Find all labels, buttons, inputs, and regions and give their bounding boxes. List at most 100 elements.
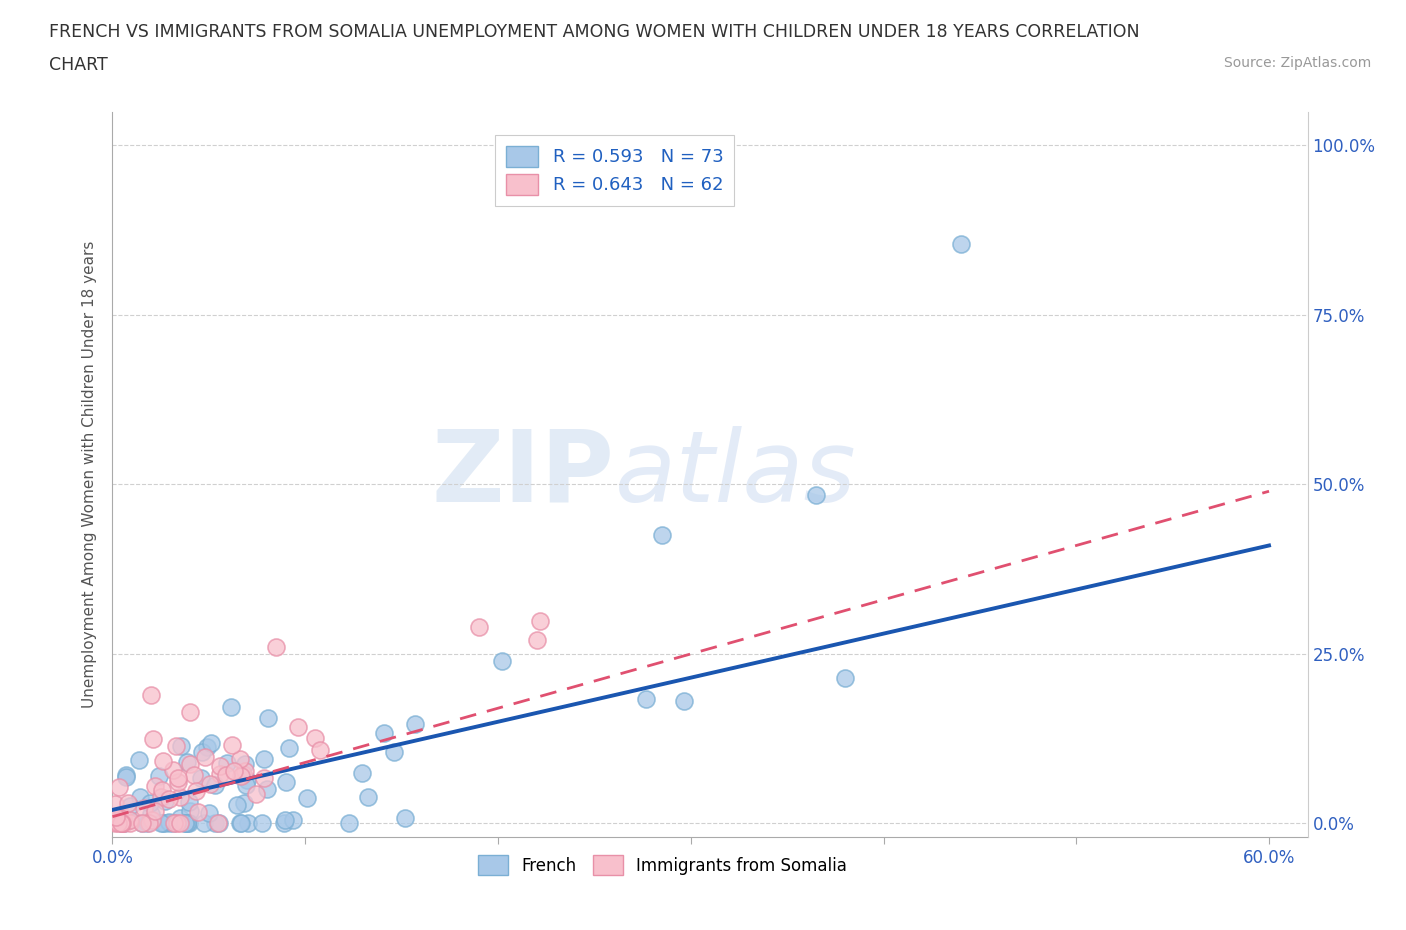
- Point: [177, 816, 200, 830]
- Point: [357, 790, 380, 804]
- Point: [229, 816, 252, 830]
- Point: [651, 528, 673, 543]
- Point: [193, 816, 215, 830]
- Point: [238, 816, 260, 830]
- Point: [204, 777, 226, 792]
- Point: [235, 777, 257, 792]
- Point: [250, 816, 273, 830]
- Point: [110, 816, 132, 830]
- Point: [131, 816, 153, 830]
- Point: [214, 767, 236, 782]
- Point: [276, 775, 298, 790]
- Point: [266, 640, 288, 655]
- Point: [382, 744, 405, 759]
- Point: [804, 487, 827, 502]
- Point: [150, 790, 173, 804]
- Point: [190, 744, 212, 759]
- Point: [107, 816, 129, 830]
- Point: [117, 796, 139, 811]
- Point: [118, 813, 141, 828]
- Point: [198, 805, 221, 820]
- Point: [834, 671, 856, 685]
- Point: [108, 780, 131, 795]
- Point: [194, 750, 217, 764]
- Point: [208, 766, 231, 781]
- Point: [165, 738, 187, 753]
- Point: [183, 767, 205, 782]
- Point: [184, 784, 207, 799]
- Text: Source: ZipAtlas.com: Source: ZipAtlas.com: [1223, 56, 1371, 70]
- Point: [153, 793, 176, 808]
- Point: [257, 711, 280, 725]
- Point: [163, 816, 186, 830]
- Point: [128, 790, 150, 804]
- Point: [162, 763, 184, 777]
- Point: [148, 769, 170, 784]
- Point: [169, 816, 191, 830]
- Point: [274, 812, 297, 827]
- Point: [143, 804, 166, 818]
- Point: [308, 742, 330, 757]
- Point: [467, 619, 489, 634]
- Point: [134, 801, 156, 816]
- Point: [233, 764, 256, 778]
- Point: [236, 772, 259, 787]
- Text: FRENCH VS IMMIGRANTS FROM SOMALIA UNEMPLOYMENT AMONG WOMEN WITH CHILDREN UNDER 1: FRENCH VS IMMIGRANTS FROM SOMALIA UNEMPL…: [49, 23, 1140, 41]
- Point: [105, 810, 128, 825]
- Point: [350, 765, 373, 780]
- Point: [222, 764, 245, 778]
- Point: [295, 791, 318, 806]
- Text: ZIP: ZIP: [432, 426, 614, 523]
- Point: [179, 756, 201, 771]
- Point: [104, 796, 127, 811]
- Point: [529, 614, 551, 629]
- Point: [217, 755, 239, 770]
- Point: [204, 816, 226, 830]
- Point: [118, 816, 141, 830]
- Point: [245, 786, 267, 801]
- Point: [208, 759, 231, 774]
- Point: [634, 692, 657, 707]
- Point: [176, 816, 198, 830]
- Point: [526, 633, 548, 648]
- Point: [167, 775, 190, 790]
- Point: [229, 816, 252, 830]
- Point: [114, 767, 136, 782]
- Point: [176, 754, 198, 769]
- Point: [115, 770, 138, 785]
- Point: [228, 752, 250, 767]
- Y-axis label: Unemployment Among Women with Children Under 18 years: Unemployment Among Women with Children U…: [82, 241, 97, 708]
- Point: [128, 752, 150, 767]
- Point: [226, 797, 249, 812]
- Point: [179, 704, 201, 719]
- Point: [187, 804, 209, 819]
- Text: atlas: atlas: [614, 426, 856, 523]
- Point: [136, 816, 159, 830]
- Point: [167, 770, 190, 785]
- Point: [233, 757, 256, 772]
- Point: [150, 783, 173, 798]
- Point: [233, 796, 256, 811]
- Point: [231, 766, 253, 781]
- Point: [207, 816, 229, 830]
- Point: [118, 799, 141, 814]
- Point: [176, 816, 198, 830]
- Point: [150, 816, 173, 830]
- Point: [169, 790, 191, 804]
- Point: [120, 812, 142, 827]
- Point: [173, 816, 195, 830]
- Point: [195, 739, 218, 754]
- Point: [110, 816, 132, 830]
- Point: [111, 816, 134, 830]
- Point: [283, 813, 305, 828]
- Point: [141, 806, 163, 821]
- Point: [112, 816, 135, 830]
- Point: [111, 816, 134, 830]
- Point: [162, 816, 184, 830]
- Point: [256, 782, 278, 797]
- Point: [108, 810, 131, 825]
- Point: [152, 816, 174, 830]
- Point: [491, 653, 513, 668]
- Point: [152, 754, 174, 769]
- Point: [253, 751, 276, 766]
